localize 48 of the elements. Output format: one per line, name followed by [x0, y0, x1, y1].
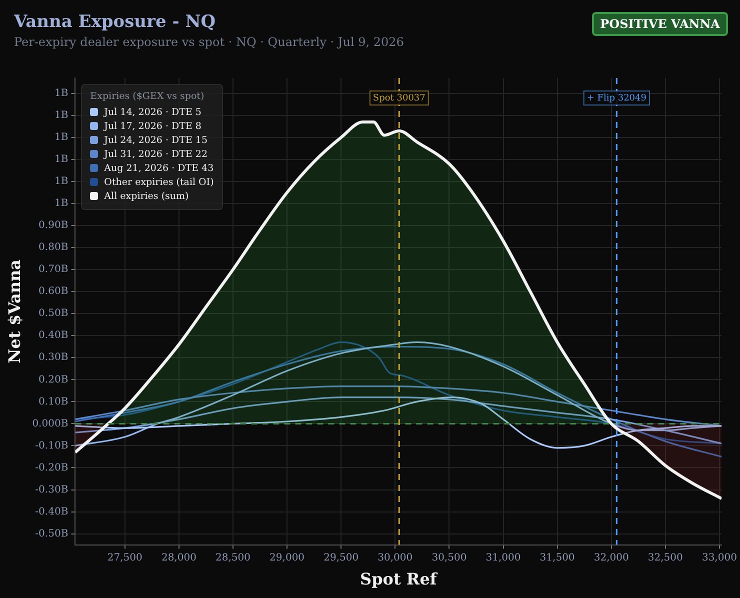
x-tick-label: 28,000	[161, 552, 196, 564]
chart-title: Vanna Exposure - NQ	[14, 12, 216, 32]
y-tick-label: 0.50B	[38, 308, 68, 320]
y-tick-label: 1B	[54, 88, 68, 100]
y-tick-label: -0.30B	[35, 484, 68, 496]
legend-label: Jul 14, 2026 · DTE 5	[104, 106, 202, 118]
text: POSITIVE VANNA	[592, 12, 728, 36]
legend-label: Aug 21, 2026 · DTE 43	[104, 162, 214, 174]
legend-label: Jul 24, 2026 · DTE 15	[104, 134, 208, 146]
legend-label: Jul 31, 2026 · DTE 22	[104, 148, 208, 160]
y-tick-label: 0.10B	[38, 396, 68, 408]
y-tick-label: -0.10B	[35, 440, 68, 452]
y-tick-label: -0.20B	[35, 462, 68, 474]
x-tick-label: 32,500	[648, 552, 683, 564]
x-tick-label: 31,500	[540, 552, 575, 564]
x-tick-label: 30,000	[378, 552, 413, 564]
x-tick-label: 32,000	[594, 552, 629, 564]
y-tick-label: 0.90B	[38, 220, 68, 232]
legend-label: Jul 17, 2026 · DTE 8	[104, 120, 202, 132]
legend-label: All expiries (sum)	[104, 190, 189, 202]
y-tick-label: 1B	[54, 110, 68, 122]
y-tick-label: 0.30B	[38, 352, 68, 364]
y-tick-label: 0.000B	[32, 418, 68, 430]
y-tick-label: 0.80B	[38, 242, 68, 254]
y-tick-label: 0.70B	[38, 264, 68, 276]
y-tick-label: -0.50B	[35, 528, 68, 540]
y-tick-label: 0.60B	[38, 286, 68, 298]
y-tick-label: -0.40B	[35, 506, 68, 518]
y-tick-label: 0.40B	[38, 330, 68, 342]
legend-label: Other expiries (tail OI)	[104, 176, 214, 188]
y-tick-label: 0.20B	[38, 374, 68, 386]
x-tick-label: 29,500	[324, 552, 359, 564]
x-axis-title: Spot Ref	[360, 570, 438, 589]
ref-line-label: Spot 30037	[372, 93, 426, 104]
x-tick-label: 31,000	[486, 552, 521, 564]
legend-title: Expiries ($GEX vs spot)	[90, 91, 206, 102]
x-tick-label: 33,000	[702, 552, 737, 564]
x-tick-label: 29,000	[270, 552, 305, 564]
x-tick-label: 30,500	[432, 552, 467, 564]
y-tick-label: 1B	[54, 154, 68, 166]
ref-line-label: + Flip 32049	[586, 93, 647, 104]
x-tick-label: 27,500	[107, 552, 142, 564]
y-tick-label: 1B	[54, 132, 68, 144]
x-tick-label: 28,500	[216, 552, 251, 564]
y-axis-title: Net $Vanna	[4, 259, 24, 364]
y-tick-label: 1B	[54, 176, 68, 188]
chart-subtitle: Per-expiry dealer exposure vs spot · NQ · Quarterly · Jul 9, 2026	[14, 35, 404, 49]
y-tick-label: 1B	[54, 198, 68, 210]
